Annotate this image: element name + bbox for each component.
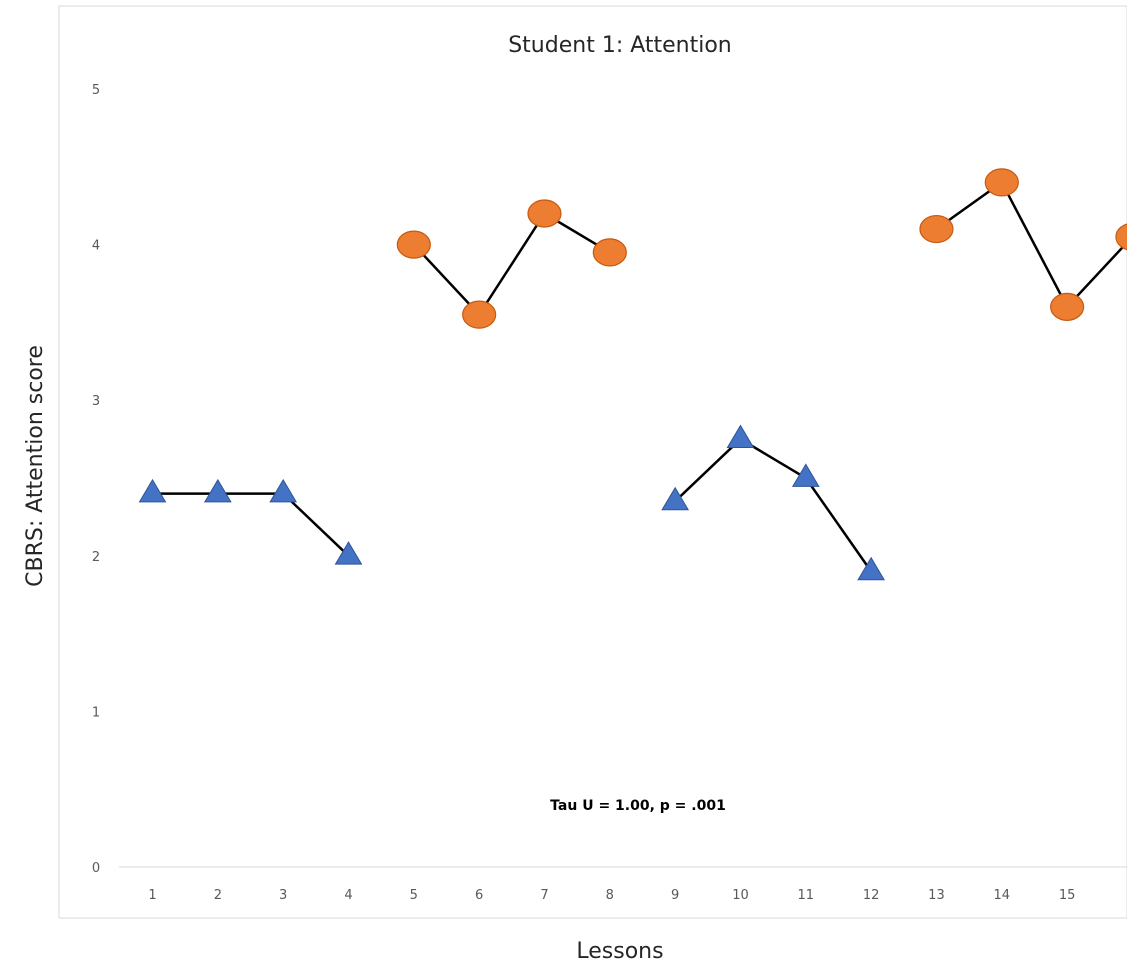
y-axis-title: CBRS: Attention score: [23, 345, 48, 587]
triangle-marker: [138, 478, 167, 503]
x-axis-title: Lessons: [576, 939, 663, 964]
y-tick-label: 1: [92, 705, 100, 720]
triangle-marker: [791, 463, 820, 487]
series-1-line: [152, 492, 350, 557]
chart-title: Student 1: Attention: [508, 33, 732, 58]
x-tick-label: 6: [475, 888, 483, 903]
chart-area-border: [58, 5, 1127, 919]
y-tick-label: 5: [92, 83, 100, 98]
x-tick-label: 7: [540, 888, 548, 903]
circle-marker: [592, 238, 627, 267]
x-tick-label: 5: [410, 888, 418, 903]
series-2-line: [412, 211, 611, 317]
y-tick-label: 3: [92, 394, 100, 409]
tau-u-annotation: Tau U = 1.00, p = .001: [550, 798, 726, 814]
series-2-line: [935, 180, 1127, 309]
x-tick-label: 4: [344, 888, 352, 903]
triangle-marker: [334, 541, 363, 565]
y-tick-label: 0: [92, 861, 100, 876]
x-tick-label: 11: [798, 888, 815, 903]
x-tick-label: 8: [606, 888, 614, 903]
x-tick-label: 3: [279, 888, 287, 903]
circle-marker: [527, 199, 562, 228]
triangle-marker: [857, 556, 886, 581]
x-tick-label: 15: [1059, 888, 1076, 903]
circle-marker: [1050, 292, 1085, 321]
circle-marker: [396, 230, 431, 259]
x-tick-label: 10: [732, 888, 749, 903]
x-tick-label: 14: [994, 888, 1011, 903]
circle-marker: [984, 168, 1019, 197]
x-tick-label: 2: [214, 888, 222, 903]
x-tick-label: 13: [928, 888, 945, 903]
circle-marker: [919, 214, 954, 244]
circle-marker: [462, 300, 497, 329]
triangle-marker: [203, 478, 232, 503]
series-lines: [152, 180, 1127, 573]
series-1-line: [674, 437, 873, 573]
circle-marker: [1115, 223, 1127, 251]
x-axis-ticks: 1234567891011121314151: [148, 888, 1076, 903]
x-tick-label: 1: [148, 888, 156, 903]
triangle-marker: [661, 486, 690, 511]
x-tick-label: 12: [863, 888, 880, 903]
y-tick-label: 2: [92, 550, 100, 565]
y-axis-ticks: 0 1 2 3 4 5: [92, 83, 100, 876]
y-tick-label: 4: [92, 239, 100, 254]
series-markers: [138, 168, 1127, 581]
triangle-marker: [726, 424, 755, 448]
triangle-marker: [269, 478, 298, 503]
x-tick-label: 9: [671, 888, 679, 903]
